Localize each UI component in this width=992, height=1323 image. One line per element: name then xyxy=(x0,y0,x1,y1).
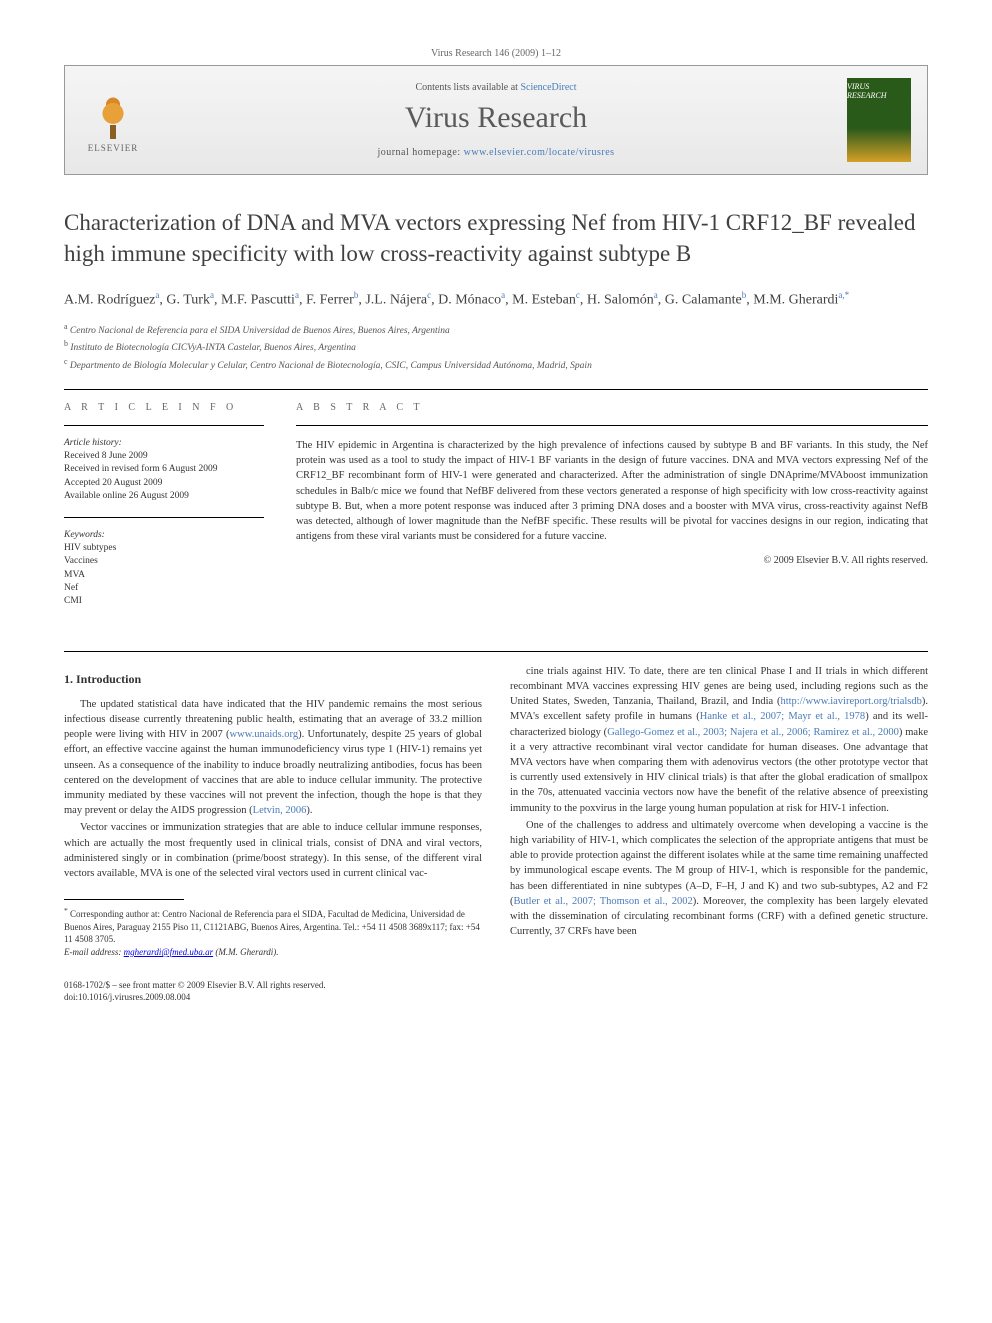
abstract-copyright: © 2009 Elsevier B.V. All rights reserved… xyxy=(296,555,928,566)
sciencedirect-link[interactable]: ScienceDirect xyxy=(520,82,576,93)
page-footer: 0168-1702/$ – see front matter © 2009 El… xyxy=(64,979,928,1004)
elsevier-logo: ELSEVIER xyxy=(81,84,145,156)
abstract-column: A B S T R A C T The HIV epidemic in Arge… xyxy=(296,402,928,623)
abstract-text: The HIV epidemic in Argentina is charact… xyxy=(296,438,928,545)
homepage-prefix: journal homepage: xyxy=(377,147,463,158)
abstract-heading: A B S T R A C T xyxy=(296,402,928,413)
journal-cover-thumb: VIRUS RESEARCH xyxy=(847,78,911,162)
homepage-link[interactable]: www.elsevier.com/locate/virusres xyxy=(464,147,615,158)
article-info-heading: A R T I C L E I N F O xyxy=(64,402,264,413)
corresponding-email-name: (M.M. Gherardi). xyxy=(215,947,278,957)
keyword: CMI xyxy=(64,595,264,608)
divider-top xyxy=(64,389,928,390)
article-info-column: A R T I C L E I N F O Article history: R… xyxy=(64,402,264,623)
keyword: Nef xyxy=(64,582,264,595)
affiliation-line: a Centro Nacional de Referencia para el … xyxy=(64,321,928,338)
body-column-right: cine trials against HIV. To date, there … xyxy=(510,664,928,959)
cover-thumb-label: VIRUS RESEARCH xyxy=(847,82,907,100)
corresponding-email-link[interactable]: mgherardi@fmed.uba.ar xyxy=(124,947,213,957)
article-title: Characterization of DNA and MVA vectors … xyxy=(64,207,928,269)
keywords-label: Keywords: xyxy=(64,530,264,540)
corresponding-author: * Corresponding author at: Centro Nacion… xyxy=(64,906,482,958)
corresponding-marker: * xyxy=(64,906,68,915)
section-1-heading: 1. Introduction xyxy=(64,672,482,687)
info-divider-2 xyxy=(64,517,264,518)
affiliation-line: c Departmento de Biología Molecular y Ce… xyxy=(64,356,928,373)
history-line: Received 8 June 2009 xyxy=(64,450,264,463)
footer-copyright: 0168-1702/$ – see front matter © 2009 El… xyxy=(64,979,928,992)
journal-name: Virus Research xyxy=(145,101,847,135)
body-column-left: 1. Introduction The updated statistical … xyxy=(64,664,482,959)
abstract-divider xyxy=(296,425,928,426)
keyword: MVA xyxy=(64,569,264,582)
email-label: E-mail address: xyxy=(64,947,121,957)
journal-banner: ELSEVIER Contents lists available at Sci… xyxy=(64,65,928,175)
body-paragraph: Vector vaccines or immunization strategi… xyxy=(64,820,482,881)
authors-list: A.M. Rodrígueza, G. Turka, M.F. Pascutti… xyxy=(64,289,928,311)
elsevier-label: ELSEVIER xyxy=(88,143,139,153)
citation: Virus Research 146 (2009) 1–12 xyxy=(64,48,928,59)
history-line: Received in revised form 6 August 2009 xyxy=(64,463,264,476)
contents-available-line: Contents lists available at ScienceDirec… xyxy=(145,82,847,93)
body-paragraph: One of the challenges to address and ult… xyxy=(510,818,928,940)
history-line: Accepted 20 August 2009 xyxy=(64,477,264,490)
article-history-label: Article history: xyxy=(64,438,264,448)
homepage-line: journal homepage: www.elsevier.com/locat… xyxy=(145,147,847,158)
affiliations: a Centro Nacional de Referencia para el … xyxy=(64,321,928,373)
history-line: Available online 26 August 2009 xyxy=(64,490,264,503)
body-paragraph: The updated statistical data have indica… xyxy=(64,697,482,819)
body-paragraph: cine trials against HIV. To date, there … xyxy=(510,664,928,816)
elsevier-tree-icon xyxy=(91,87,135,131)
footnote-divider xyxy=(64,899,184,900)
keyword: Vaccines xyxy=(64,555,264,568)
footer-doi: doi:10.1016/j.virusres.2009.08.004 xyxy=(64,991,928,1004)
corresponding-text: Corresponding author at: Centro Nacional… xyxy=(64,909,480,944)
info-divider-1 xyxy=(64,425,264,426)
divider-bottom xyxy=(64,651,928,652)
affiliation-line: b Instituto de Biotecnología CICVyA-INTA… xyxy=(64,338,928,355)
keyword: HIV subtypes xyxy=(64,542,264,555)
contents-prefix: Contents lists available at xyxy=(415,82,520,93)
